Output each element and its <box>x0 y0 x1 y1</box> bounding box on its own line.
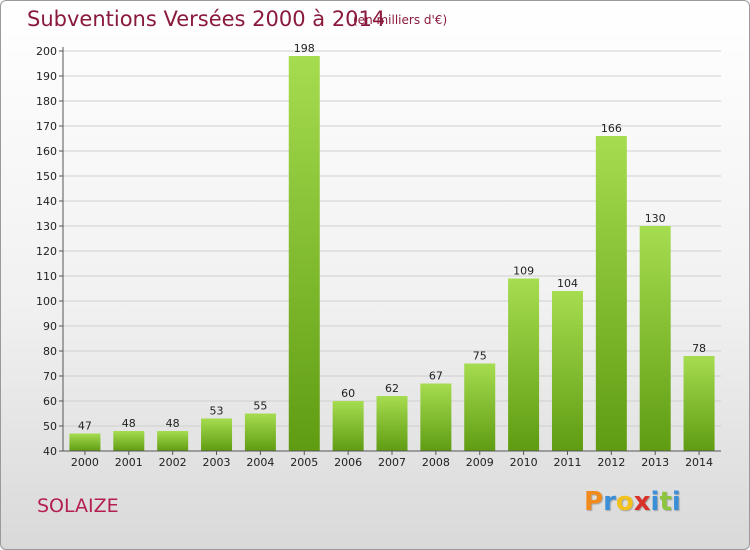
x-tick-label: 2007 <box>378 456 406 469</box>
bar <box>157 431 189 451</box>
bar-value-label: 198 <box>294 42 315 55</box>
y-tick-label: 150 <box>36 170 57 183</box>
y-tick-label: 170 <box>36 120 57 133</box>
logo-letter: r <box>603 487 616 517</box>
bar <box>69 433 101 451</box>
bar <box>201 418 233 451</box>
bar <box>595 136 627 451</box>
bar <box>376 396 408 451</box>
bar-value-label: 78 <box>692 342 706 355</box>
bar-value-label: 53 <box>210 405 224 418</box>
axes <box>59 47 721 455</box>
y-tick-label: 160 <box>36 145 57 158</box>
x-tick-label: 2011 <box>553 456 581 469</box>
bar <box>244 413 276 451</box>
x-tick-label: 2006 <box>334 456 362 469</box>
chart-subtitle: (en milliers d'€) <box>353 13 448 27</box>
x-tick-label: 2014 <box>685 456 713 469</box>
y-tick-label: 40 <box>43 445 57 458</box>
bar-value-label: 109 <box>513 265 534 278</box>
x-tick-label: 2001 <box>115 456 143 469</box>
logo-letter: o <box>615 487 634 517</box>
y-tick-label: 70 <box>43 370 57 383</box>
x-tick-label: 2002 <box>159 456 187 469</box>
bar-value-label: 67 <box>429 370 443 383</box>
y-tick-label: 60 <box>43 395 57 408</box>
bar-value-label: 47 <box>78 420 92 433</box>
x-tick-label: 2013 <box>641 456 669 469</box>
x-tick-label: 2008 <box>422 456 450 469</box>
bar-value-label: 48 <box>166 417 180 430</box>
y-tick-label: 140 <box>36 195 57 208</box>
bar-value-label: 75 <box>473 350 487 363</box>
x-tick-label: 2004 <box>246 456 274 469</box>
bar <box>420 383 452 451</box>
logo-letter: x <box>633 487 651 517</box>
x-tick-label: 2005 <box>290 456 318 469</box>
bars <box>69 56 715 451</box>
bar-value-label: 166 <box>601 122 622 135</box>
bar-value-label: 48 <box>122 417 136 430</box>
bar <box>639 226 671 451</box>
bar <box>551 291 583 451</box>
proxiti-logo[interactable]: Proxiti <box>584 487 681 517</box>
chart-title: Subventions Versées 2000 à 2014 <box>27 7 386 31</box>
y-tick-label: 50 <box>43 420 57 433</box>
y-tick-label: 200 <box>36 45 57 58</box>
bar-value-label: 60 <box>341 387 355 400</box>
y-tick-label: 130 <box>36 220 57 233</box>
bar <box>464 363 496 451</box>
logo-letter: i <box>671 487 681 517</box>
logo-letter: t <box>659 487 672 517</box>
bar <box>332 401 364 451</box>
bar-value-label: 104 <box>557 277 578 290</box>
y-tick-label: 110 <box>36 270 57 283</box>
bar-value-label: 130 <box>645 212 666 225</box>
y-tick-label: 90 <box>43 320 57 333</box>
y-tick-label: 80 <box>43 345 57 358</box>
location-label: SOLAIZE <box>37 495 119 517</box>
x-tick-label: 2010 <box>510 456 538 469</box>
bar <box>113 431 145 451</box>
bar <box>683 356 715 451</box>
y-tick-label: 190 <box>36 70 57 83</box>
bar <box>288 56 320 451</box>
y-tick-label: 180 <box>36 95 57 108</box>
labels: 40 50 60 70 80 90 100 110 120 130 140 150 160 170 180 1… <box>36 42 713 469</box>
bar-value-label: 62 <box>385 382 399 395</box>
y-tick-label: 100 <box>36 295 57 308</box>
bar-value-label: 55 <box>253 400 267 413</box>
logo-letter: i <box>650 487 660 517</box>
x-tick-label: 2003 <box>203 456 231 469</box>
x-tick-label: 2012 <box>597 456 625 469</box>
logo-letter: P <box>584 487 604 517</box>
x-tick-label: 2000 <box>71 456 99 469</box>
bar <box>508 278 540 451</box>
y-tick-label: 120 <box>36 245 57 258</box>
x-tick-label: 2009 <box>466 456 494 469</box>
